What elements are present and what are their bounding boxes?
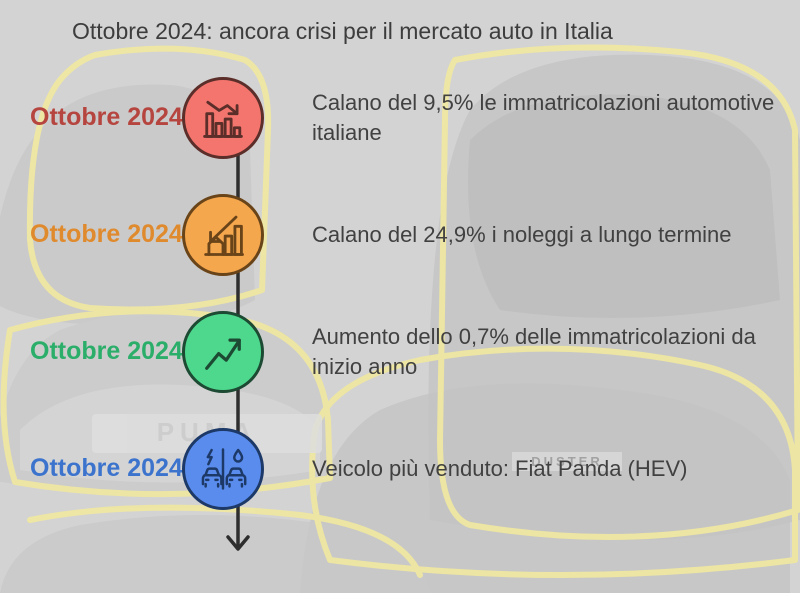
timeline-item-aumento: Ottobre 2024 Aumento dello 0,7% delle im…: [0, 293, 800, 410]
timeline-node-circle: [182, 76, 264, 159]
timeline-item-text: Calano del 9,5% le immatricolazioni auto…: [312, 90, 775, 145]
timeline-item-text: Aumento dello 0,7% delle immatricolazion…: [312, 324, 756, 379]
timeline-node-circle: [182, 427, 264, 510]
trend-up-icon: [205, 337, 241, 370]
background-text-duster: DUSTER: [512, 452, 622, 471]
timeline-item-veicolo-piu-venduto: Ottobre 2024: [0, 410, 800, 527]
timeline-item-text: Veicolo più venduto: Fiat Panda (HEV): [312, 455, 688, 481]
timeline-item-noleggi: Ottobre 2024 Calano del 24,9% i noleggi …: [0, 176, 800, 293]
timeline-node-circle: [182, 193, 264, 276]
timeline-item-immatricolazioni: Ottobre 2024 Calano del 9,5% le immatric…: [0, 59, 800, 176]
hybrid-vehicle-icon: [201, 447, 247, 490]
timeline-date-label: Ottobre 2024: [30, 103, 183, 131]
page-title: Ottobre 2024: ancora crisi per il mercat…: [72, 18, 613, 44]
timeline-item-text: Calano del 24,9% i noleggi a lungo termi…: [312, 221, 732, 247]
bar-chart-decline-icon: [203, 100, 243, 138]
rentals-decline-icon: [204, 215, 244, 256]
timeline-node-circle: [182, 310, 264, 393]
timeline: Ottobre 2024 Calano del 9,5% le immatric…: [0, 59, 800, 551]
timeline-date-label: Ottobre 2024: [30, 454, 183, 482]
timeline-date-label: Ottobre 2024: [30, 337, 183, 365]
timeline-date-label: Ottobre 2024: [30, 220, 183, 248]
